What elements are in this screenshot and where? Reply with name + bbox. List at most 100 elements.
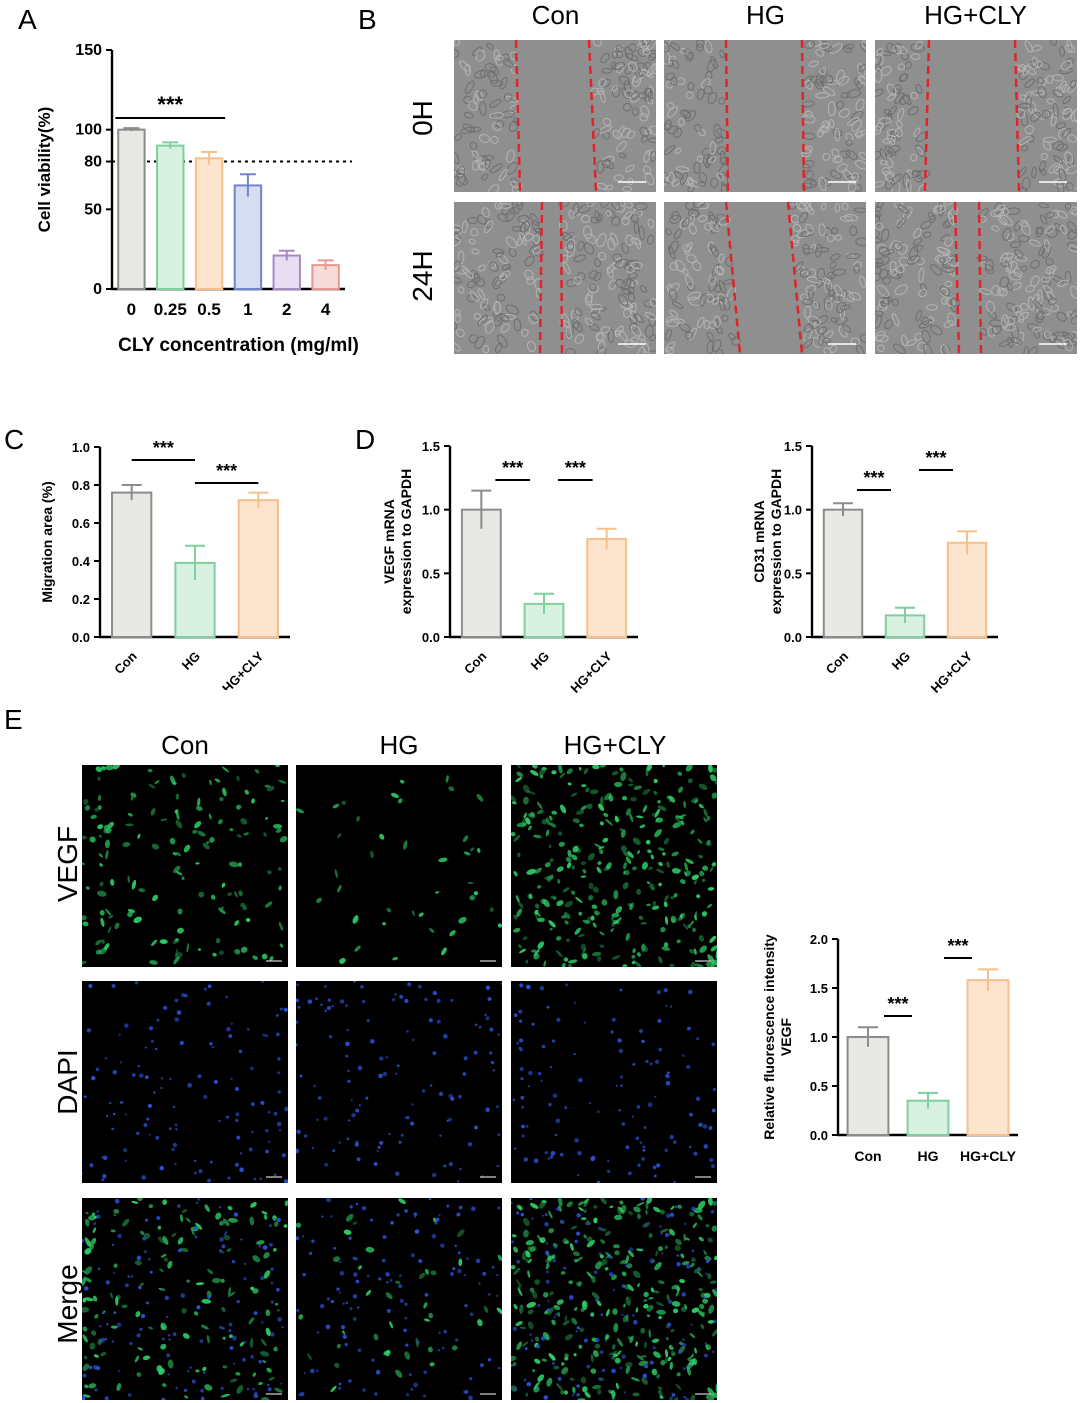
vegf-signal bbox=[345, 1213, 354, 1222]
vegf-signal bbox=[113, 1213, 117, 1217]
vegf-signal bbox=[358, 1265, 362, 1270]
nucleus bbox=[621, 1121, 626, 1126]
cell bbox=[802, 243, 810, 256]
nucleus bbox=[331, 1005, 334, 1008]
cell bbox=[1005, 207, 1021, 216]
cell bbox=[829, 253, 841, 261]
vegf-signal bbox=[697, 1309, 705, 1317]
cell bbox=[894, 127, 903, 137]
vegf-signal bbox=[84, 1218, 90, 1227]
cell bbox=[704, 222, 713, 231]
vegf-signal bbox=[107, 926, 112, 934]
nucleus bbox=[485, 1016, 490, 1021]
nucleus bbox=[258, 1360, 262, 1364]
cell bbox=[713, 315, 721, 328]
vegf-signal bbox=[519, 1326, 526, 1329]
cell bbox=[1037, 85, 1047, 99]
cell bbox=[474, 70, 489, 79]
nucleus bbox=[442, 1033, 448, 1039]
cell bbox=[506, 149, 515, 163]
nucleus bbox=[661, 1252, 664, 1255]
vegf-signal bbox=[266, 786, 275, 792]
vegf-signal bbox=[586, 916, 593, 923]
cell bbox=[835, 69, 845, 85]
cell bbox=[930, 264, 942, 276]
nucleus bbox=[395, 1072, 398, 1075]
cell bbox=[710, 246, 719, 257]
vegf-signal bbox=[580, 1376, 587, 1384]
vegf-signal bbox=[110, 1229, 116, 1233]
vegf-signal bbox=[134, 1260, 142, 1266]
nucleus bbox=[682, 1367, 686, 1370]
vegf-signal bbox=[545, 817, 550, 826]
cell bbox=[630, 261, 643, 270]
vegf-signal bbox=[619, 828, 623, 832]
vegf-signal bbox=[689, 1333, 696, 1339]
vegf-signal bbox=[84, 1248, 92, 1255]
cell bbox=[669, 42, 681, 51]
cell bbox=[641, 339, 650, 354]
cell bbox=[526, 276, 535, 285]
cell bbox=[687, 51, 695, 61]
cell bbox=[624, 164, 635, 173]
cell bbox=[792, 223, 802, 232]
vegf-signal bbox=[330, 1385, 337, 1393]
vegf-signal bbox=[258, 1381, 263, 1386]
nucleus bbox=[265, 1149, 269, 1154]
nucleus bbox=[429, 1084, 433, 1087]
vegf-signal bbox=[548, 920, 556, 928]
nucleus bbox=[683, 1395, 686, 1399]
cell bbox=[466, 280, 476, 289]
cell bbox=[816, 315, 829, 325]
vegf-signal bbox=[96, 890, 107, 897]
nucleus bbox=[376, 1149, 379, 1153]
cell bbox=[673, 127, 683, 139]
panel-label-d: D bbox=[355, 424, 376, 455]
nucleus bbox=[278, 1128, 282, 1132]
nucleus bbox=[91, 1075, 96, 1081]
cell bbox=[1048, 333, 1057, 343]
vegf-signal bbox=[112, 765, 121, 770]
nucleus bbox=[555, 1118, 561, 1124]
nucleus bbox=[313, 1084, 316, 1088]
cell bbox=[568, 210, 575, 219]
nucleus bbox=[631, 1115, 635, 1118]
nucleus bbox=[148, 1133, 151, 1136]
vegf-signal bbox=[703, 817, 707, 823]
cell bbox=[616, 125, 625, 138]
vegf-signal bbox=[597, 1388, 602, 1395]
nucleus bbox=[488, 1293, 491, 1296]
nucleus bbox=[168, 1127, 172, 1131]
vegf-signal bbox=[523, 796, 529, 805]
vegf-signal bbox=[526, 790, 536, 795]
vegf-signal bbox=[651, 1338, 660, 1343]
vegf-signal bbox=[664, 1349, 669, 1358]
cell bbox=[1021, 221, 1031, 236]
nucleus bbox=[174, 1123, 178, 1127]
vegf-signal bbox=[560, 1362, 565, 1366]
vegf-signal bbox=[570, 890, 576, 895]
vegf-signal bbox=[373, 1333, 379, 1341]
cell bbox=[1070, 187, 1077, 192]
vegf-signal bbox=[628, 783, 634, 787]
nucleus bbox=[327, 998, 332, 1002]
nucleus bbox=[454, 1244, 457, 1248]
nucleus bbox=[130, 1275, 133, 1278]
vegf-signal bbox=[658, 882, 662, 887]
vegf-signal bbox=[703, 808, 708, 818]
cell bbox=[471, 248, 480, 255]
vegf-signal bbox=[566, 862, 572, 869]
nucleus bbox=[556, 1207, 560, 1211]
cell bbox=[488, 261, 499, 272]
cell bbox=[479, 298, 489, 310]
cell bbox=[1053, 155, 1064, 165]
cell bbox=[644, 324, 654, 339]
vegf-signal bbox=[476, 793, 484, 802]
nucleus bbox=[546, 1005, 550, 1009]
vegf-signal bbox=[234, 891, 238, 898]
nucleus bbox=[117, 1233, 122, 1239]
cell bbox=[1011, 336, 1023, 345]
y-tick-label: 0.5 bbox=[422, 566, 440, 581]
cell bbox=[666, 102, 675, 110]
vegf-signal bbox=[597, 955, 602, 962]
